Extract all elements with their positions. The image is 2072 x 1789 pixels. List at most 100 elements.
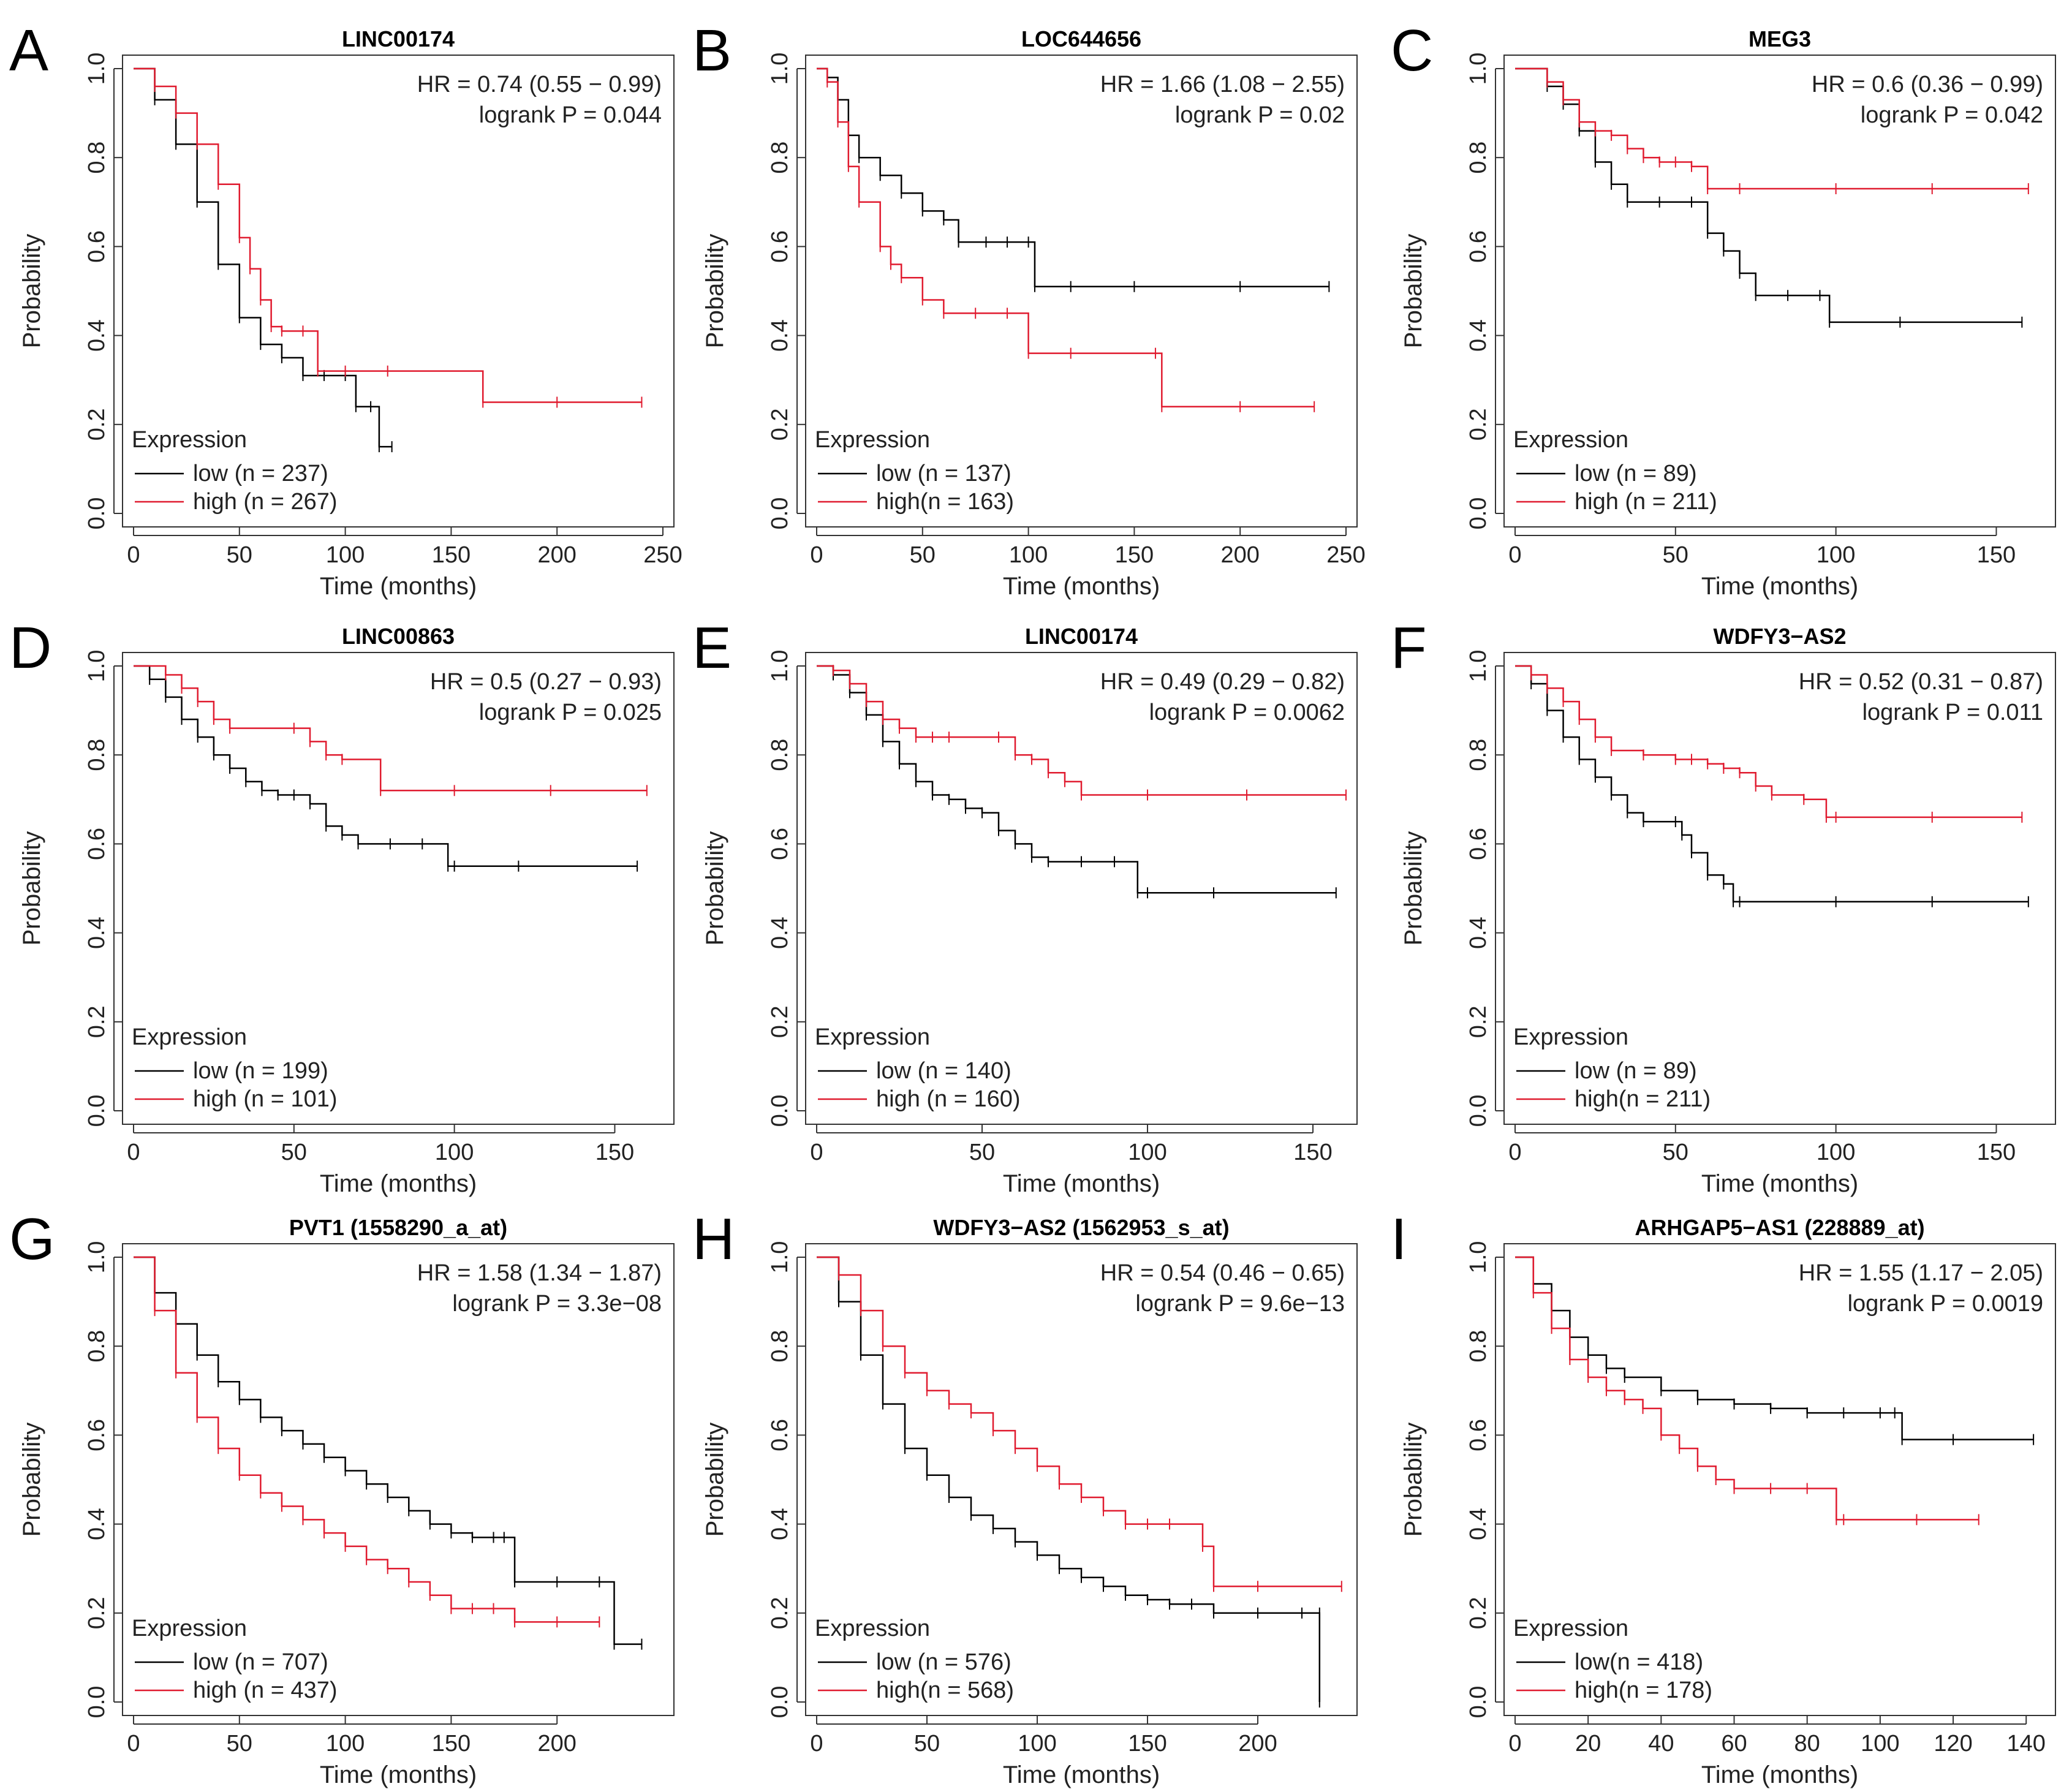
x-tick-label: 50 [281,1140,307,1165]
hazard-ratio-text: HR = 0.6 (0.36 − 0.99) [1812,72,2043,97]
x-tick-label: 150 [1128,1731,1166,1757]
x-tick-label: 80 [1794,1731,1820,1757]
x-tick-label: 200 [1238,1731,1277,1757]
chart-title: ARHGAP5−AS1 (228889_at) [1635,1215,1924,1240]
chart-title: LINC00174 [1025,624,1138,649]
y-tick-label: 1.0 [84,1241,110,1274]
x-tick-label: 50 [969,1140,995,1165]
legend-label-low: low (n = 707) [193,1649,328,1675]
logrank-p-text: logrank P = 3.3e−08 [452,1291,662,1317]
x-tick-label: 150 [1293,1140,1332,1165]
y-tick-label: 1.0 [84,53,110,85]
y-tick-label: 0.8 [767,142,793,174]
panel-letter: D [9,615,51,681]
chart-title: WDFY3−AS2 [1713,624,1846,649]
panel-letter: F [1391,615,1427,681]
y-axis-label: Probability [1400,831,1427,946]
y-tick-label: 0.6 [1465,1419,1491,1451]
y-axis-label: Probability [18,234,45,349]
x-tick-label: 50 [914,1731,940,1757]
x-tick-label: 60 [1721,1731,1747,1757]
y-axis-label: Probability [18,831,45,946]
legend-label-low: low(n = 418) [1575,1649,1703,1675]
y-axis-label: Probability [701,234,728,349]
legend-label-low: low (n = 199) [193,1058,328,1084]
y-tick-label: 0.8 [1465,739,1491,771]
hazard-ratio-text: HR = 1.55 (1.17 − 2.05) [1799,1260,2043,1286]
plot-frame [805,1243,1358,1716]
y-tick-label: 0.0 [767,497,793,530]
plot-frame [805,652,1358,1125]
x-tick-label: 50 [227,542,252,568]
y-axis-label: Probability [18,1423,45,1537]
x-tick-label: 0 [127,1140,140,1165]
legend-title: Expression [1513,1024,1628,1050]
x-tick-label: 100 [1128,1140,1166,1165]
y-tick-label: 0.0 [84,1095,110,1127]
y-tick-label: 0.2 [1465,1597,1491,1629]
panel-letter: H [692,1206,735,1272]
legend-title: Expression [815,427,930,453]
logrank-p-text: logrank P = 0.044 [479,102,662,128]
legend-label-high: high (n = 437) [193,1677,338,1703]
panel-letter: A [9,18,48,83]
survival-curve-high [1515,1256,1979,1521]
survival-curve-low [1515,1256,2034,1440]
x-tick-label: 150 [1115,542,1154,568]
panel-letter: C [1391,18,1433,83]
legend-label-high: high (n = 211) [1575,489,1717,515]
legend-title: Expression [132,1616,247,1641]
y-tick-label: 0.4 [84,319,110,352]
y-tick-label: 0.6 [84,1419,110,1451]
y-tick-label: 0.4 [84,917,110,949]
y-tick-label: 0.4 [767,1508,793,1540]
x-axis-label: Time (months) [1701,1761,1858,1788]
x-tick-label: 120 [1934,1731,1972,1757]
y-tick-label: 0.6 [84,230,110,263]
y-axis-label: Probability [701,1423,728,1537]
legend-title: Expression [132,427,247,453]
x-tick-label: 0 [810,1140,823,1165]
y-tick-label: 0.6 [1465,230,1491,263]
y-axis-label: Probability [1400,234,1427,349]
legend-label-low: low (n = 140) [876,1058,1011,1084]
legend-label-high: high (n = 160) [876,1086,1021,1112]
logrank-p-text: logrank P = 0.011 [1862,700,2043,725]
panel-letter: B [692,18,732,83]
y-tick-label: 0.8 [767,739,793,771]
x-axis-label: Time (months) [320,1761,477,1788]
y-tick-label: 1.0 [767,53,793,85]
legend-label-low: low (n = 137) [876,461,1011,486]
x-tick-label: 150 [432,1731,471,1757]
x-axis-label: Time (months) [320,1170,477,1197]
y-tick-label: 0.0 [1465,497,1491,530]
x-tick-label: 50 [227,1731,252,1757]
x-tick-label: 100 [1861,1731,1899,1757]
y-tick-label: 0.8 [767,1330,793,1363]
km-panel-e: E LINC00174 0 50 100 150 0.0 0.2 0.4 0.6 0.8 1.0 Tim… [692,615,1358,1197]
legend-label-low: low (n = 89) [1575,1058,1697,1084]
y-tick-label: 1.0 [1465,53,1491,85]
y-tick-label: 0.6 [1465,828,1491,860]
plot-frame [122,652,675,1125]
chart-title: LINC00863 [342,624,455,649]
x-tick-label: 100 [1817,542,1855,568]
hazard-ratio-text: HR = 1.66 (1.08 − 2.55) [1100,72,1345,97]
logrank-p-text: logrank P = 0.0062 [1149,700,1345,725]
x-tick-label: 150 [1977,1140,2016,1165]
x-tick-label: 100 [326,542,365,568]
y-tick-label: 0.0 [767,1686,793,1719]
legend-title: Expression [132,1024,247,1050]
x-tick-label: 0 [1508,1731,1521,1757]
km-panel-d: D LINC00863 0 50 100 150 0.0 0.2 0.4 0.6 0.8 1.0 Tim… [9,615,675,1197]
logrank-p-text: logrank P = 9.6e−13 [1135,1291,1345,1317]
y-tick-label: 0.6 [767,230,793,263]
survival-curve-low [134,665,638,867]
hazard-ratio-text: HR = 0.49 (0.29 − 0.82) [1100,669,1345,695]
x-tick-label: 20 [1575,1731,1601,1757]
y-tick-label: 0.6 [767,1419,793,1451]
x-tick-label: 0 [810,542,823,568]
y-tick-label: 0.2 [767,1597,793,1629]
x-tick-label: 100 [1817,1140,1855,1165]
